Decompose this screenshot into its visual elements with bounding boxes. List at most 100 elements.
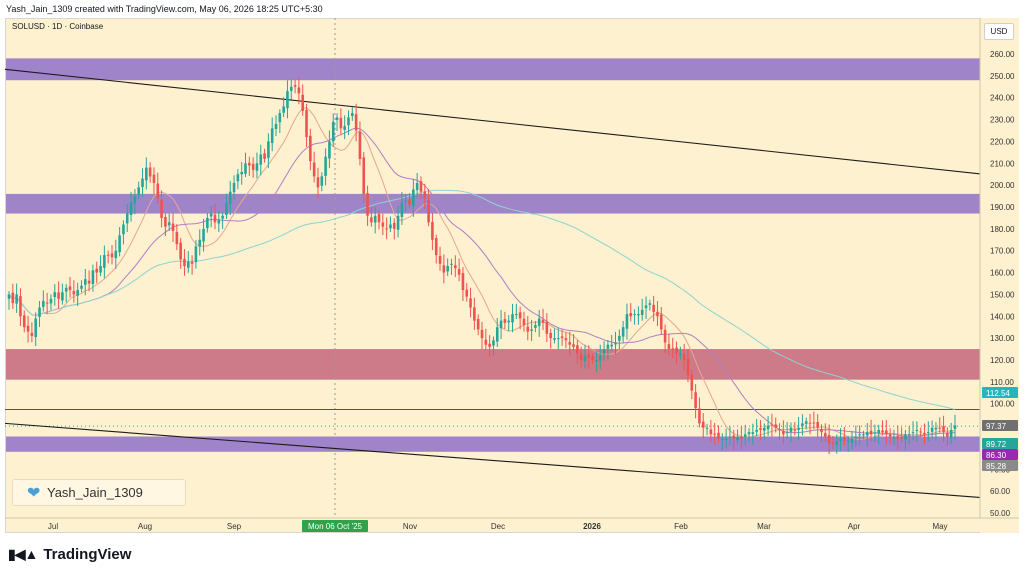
candle	[671, 337, 675, 359]
candle-body	[213, 214, 217, 223]
candle-body	[251, 163, 255, 170]
candle	[141, 168, 144, 197]
candle-body	[392, 222, 396, 229]
candle-body	[45, 302, 49, 304]
candle-body	[30, 332, 34, 336]
candle-body	[701, 421, 705, 428]
candle	[240, 162, 243, 185]
candle-body	[640, 309, 644, 316]
candle-body	[423, 191, 427, 199]
candle-body	[282, 106, 285, 113]
candle-body	[114, 250, 118, 259]
candle-body	[804, 421, 808, 424]
candle	[358, 121, 362, 166]
candle	[251, 157, 255, 178]
candle	[846, 436, 850, 452]
created-by-caption: Yash_Jain_1309 created with TradingView.…	[0, 0, 1024, 18]
candle-body	[736, 436, 739, 441]
candle-body	[656, 311, 659, 317]
currency-button[interactable]: USD	[984, 23, 1014, 40]
candle	[293, 79, 297, 94]
axes-layer: 260.00 250.00 240.00 230.00 220.00 210.00 200.…	[5, 18, 1019, 533]
candle-body	[461, 273, 465, 291]
candle	[412, 178, 415, 217]
candle-body	[122, 224, 125, 235]
candle-body	[862, 434, 865, 436]
candle-body	[339, 117, 343, 129]
candle	[171, 212, 175, 242]
candle	[228, 180, 232, 215]
candle-body	[7, 294, 11, 299]
candle-body	[816, 422, 819, 428]
candle-body	[263, 153, 266, 159]
candle	[926, 421, 930, 442]
candle	[156, 172, 160, 204]
candle	[896, 425, 900, 450]
candle	[80, 280, 83, 293]
candle-body	[217, 220, 221, 224]
candle	[87, 270, 91, 292]
price-tick-label: 240.00	[990, 94, 1015, 103]
price-label-text: 86.30	[986, 451, 1007, 460]
price-tick-label: 260.00	[990, 50, 1015, 59]
tradingview-logo[interactable]: ▮◀▲ TradingView	[8, 543, 131, 565]
candle	[72, 280, 76, 303]
candle	[7, 291, 11, 310]
candle	[450, 258, 453, 275]
price-tick-label: 130.00	[990, 334, 1015, 343]
candle-body	[167, 222, 171, 226]
candle-body	[244, 163, 247, 174]
zones-layer	[6, 58, 980, 452]
candle-body	[873, 432, 877, 434]
candle-body	[61, 292, 64, 301]
candle-body	[438, 255, 442, 264]
candle-body	[587, 354, 591, 358]
author-watermark: ❤ Yash_Jain_1309	[12, 479, 186, 506]
candle-body	[938, 427, 942, 429]
candle-body	[572, 344, 575, 347]
watermark-text: Yash_Jain_1309	[47, 485, 143, 500]
candle	[865, 423, 869, 447]
candle-body	[797, 427, 800, 430]
candle	[717, 425, 720, 443]
candle	[217, 211, 221, 232]
heart-icon: ❤	[27, 485, 41, 502]
candle-body	[721, 438, 724, 440]
candle-body	[183, 258, 186, 267]
candle-body	[76, 290, 79, 296]
candle	[663, 324, 667, 354]
candle-body	[812, 422, 816, 424]
candle-body	[186, 261, 190, 268]
candle-body	[644, 305, 648, 309]
candle-body	[80, 285, 83, 289]
candle	[312, 151, 316, 183]
candle-body	[785, 432, 789, 434]
candle	[167, 213, 171, 231]
time-tick-label: Mar	[757, 522, 771, 531]
candle	[820, 424, 823, 442]
candle-body	[705, 427, 709, 429]
candle-body	[64, 287, 68, 292]
candle	[381, 213, 385, 236]
candle	[938, 417, 942, 433]
candle-body	[408, 199, 411, 205]
candle	[511, 303, 514, 333]
candle	[91, 264, 95, 292]
ma-slow-line	[8, 189, 956, 410]
candle	[541, 308, 545, 331]
candle	[751, 423, 755, 445]
candle	[770, 413, 774, 437]
candle-body	[629, 313, 633, 317]
candle	[106, 250, 110, 264]
candle	[606, 340, 610, 360]
candle	[244, 152, 247, 178]
candle	[423, 183, 427, 209]
candle-body	[652, 304, 655, 312]
candle-body	[377, 213, 381, 223]
price-chart[interactable]: 260.00 250.00 240.00 230.00 220.00 210.00 200.…	[5, 18, 1019, 533]
candle	[465, 283, 469, 302]
candle	[564, 332, 568, 349]
candle	[621, 320, 625, 343]
time-tick-label: Nov	[403, 522, 417, 531]
price-label-text: 112.54	[986, 389, 1010, 398]
